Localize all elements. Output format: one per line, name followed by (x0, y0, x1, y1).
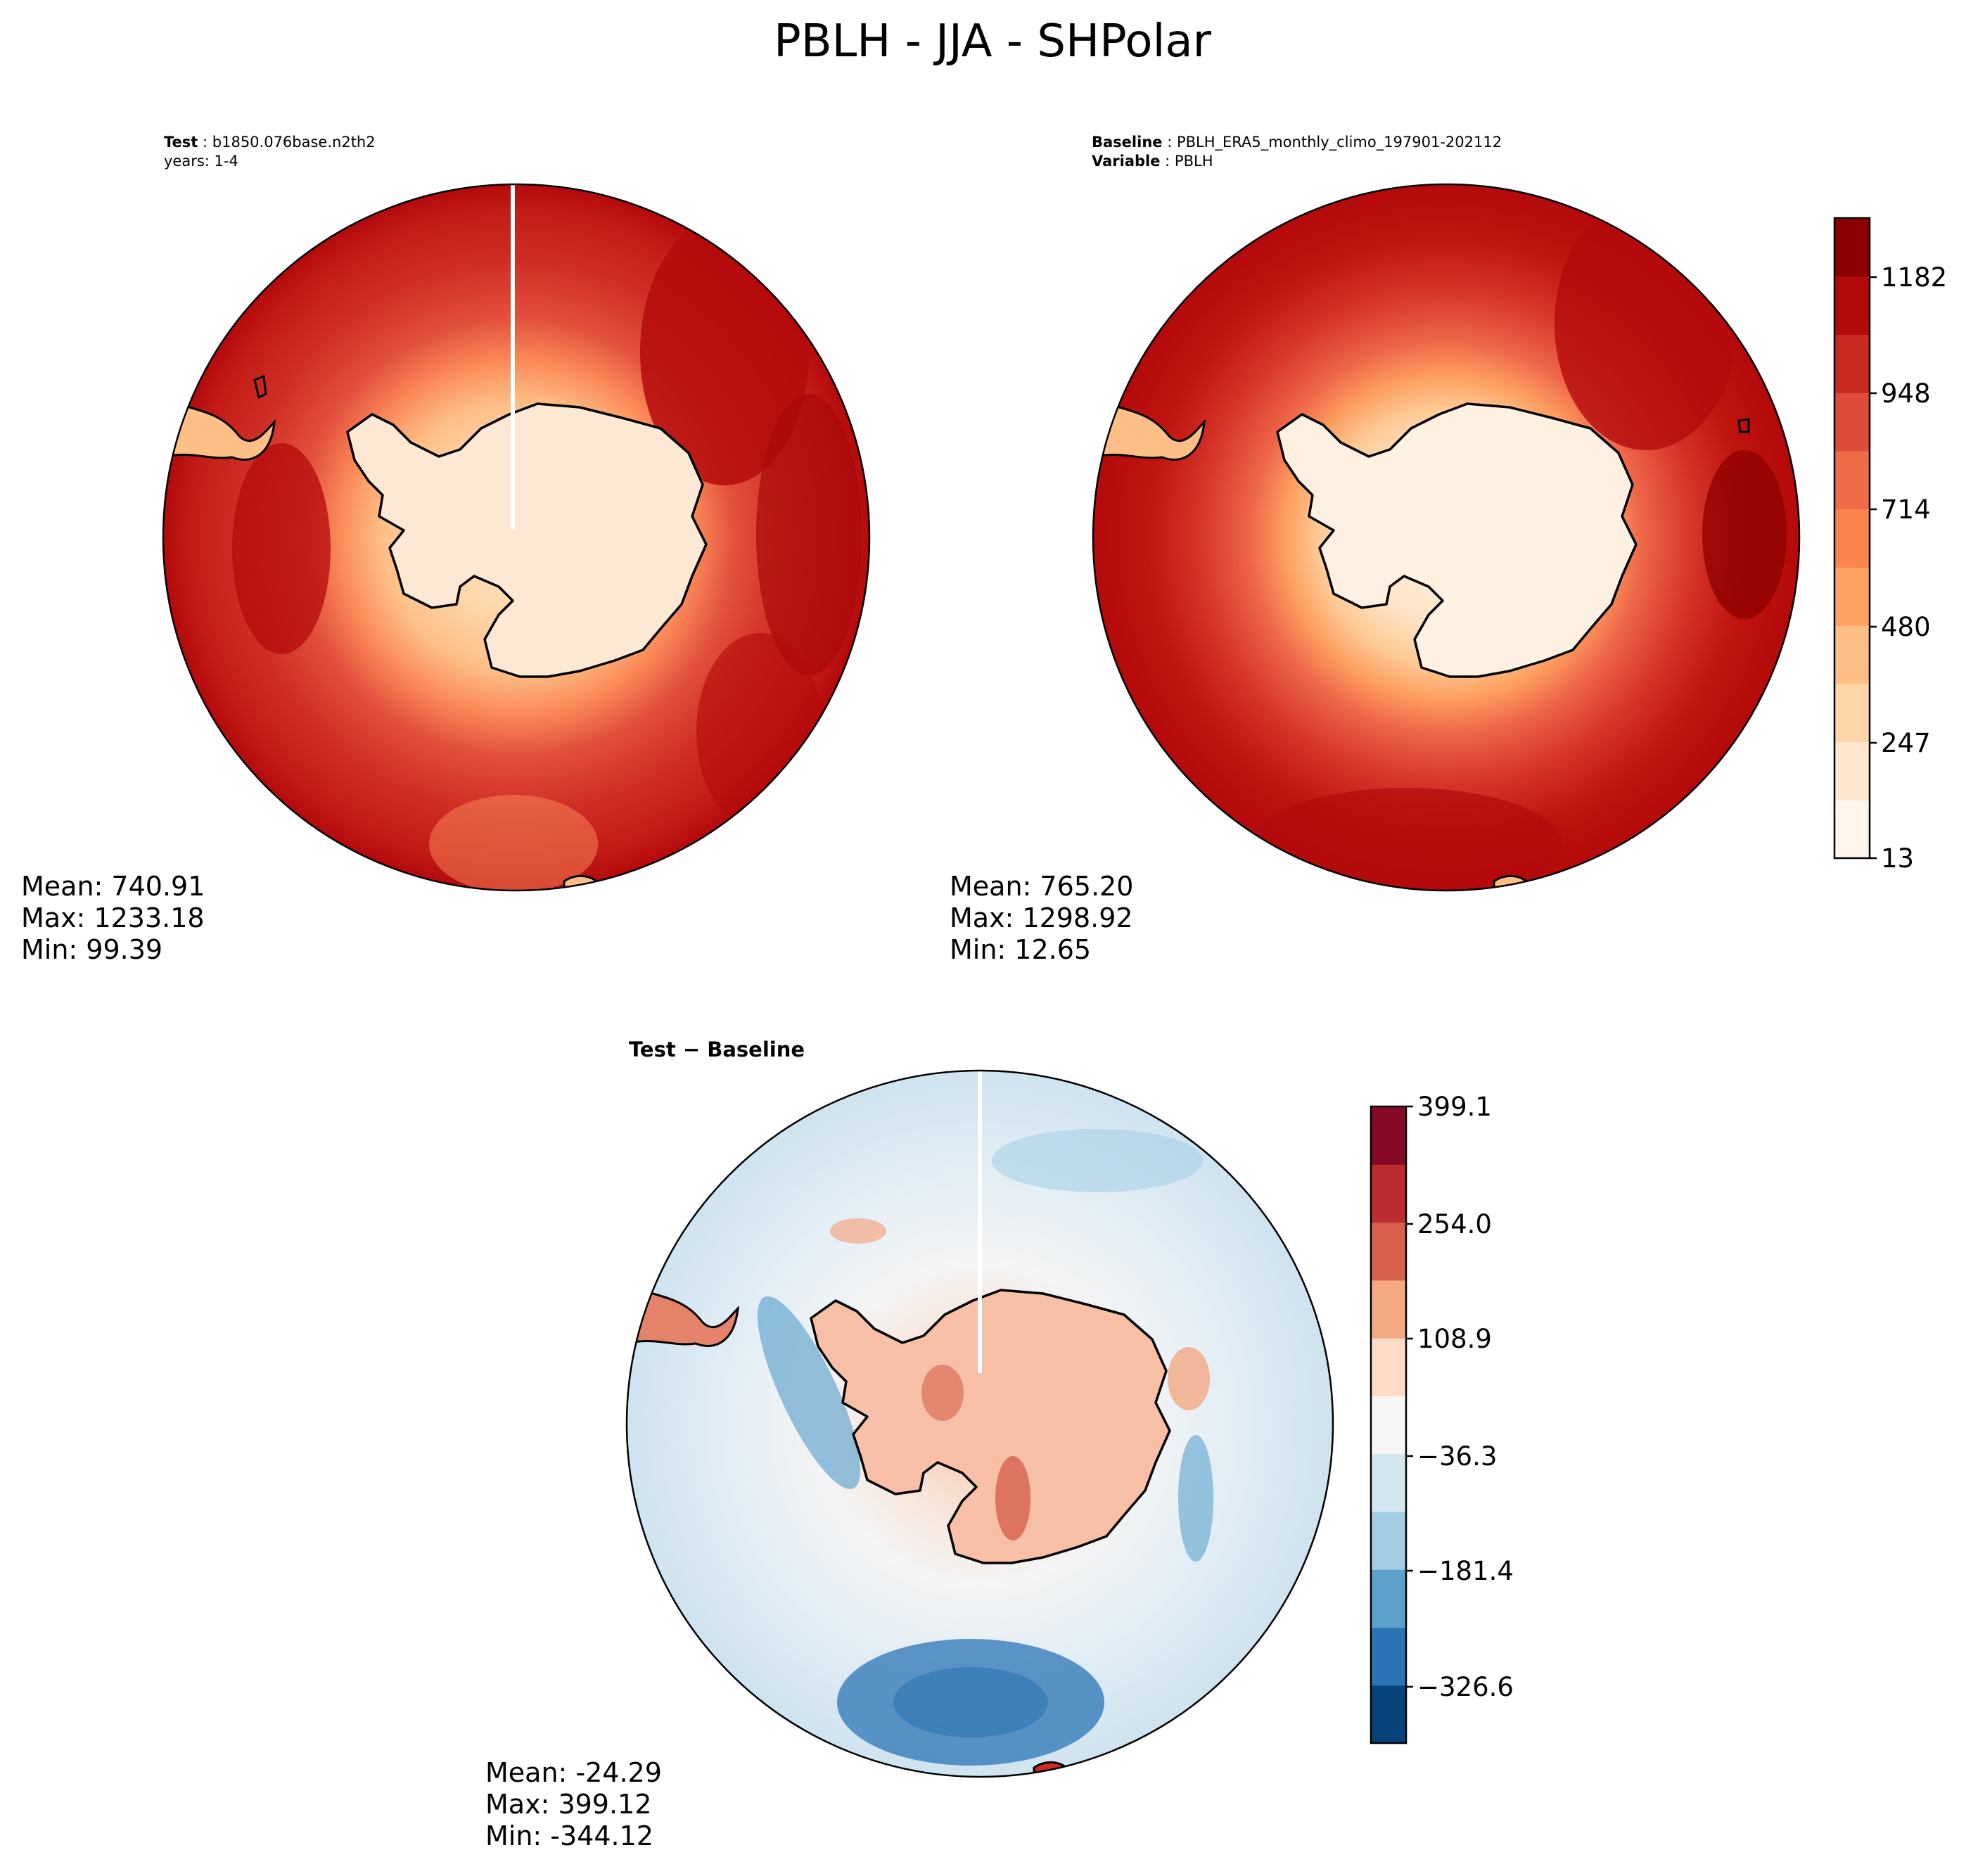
diff-colorbar-segment (1371, 1280, 1406, 1339)
diff-panel: Test − Baseline Mean: -24.29 Max: 399.12… (485, 1038, 1334, 1851)
baseline-panel-variable: Variable : PBLH (1092, 153, 1213, 170)
main-colorbar-segment (1834, 393, 1870, 452)
diff-colorbar-segment (1371, 1222, 1406, 1281)
diff-colorbar-segment (1371, 1338, 1406, 1396)
main-colorbar-tick-label: 714 (1881, 494, 1931, 525)
baseline-map (1093, 184, 1799, 891)
main-colorbar-tick-label: 480 (1881, 612, 1931, 642)
diff-stats-max: Max: 399.12 (485, 1789, 651, 1820)
diff-colorbar-tick-label: −326.6 (1417, 1672, 1514, 1702)
main-colorbar-segment (1834, 567, 1870, 626)
diff-colorbar-tick-label: −181.4 (1417, 1556, 1514, 1586)
main-colorbar-segment (1834, 625, 1870, 684)
main-colorbar: 13 247 480 714 948 1182 (1833, 217, 1947, 874)
diff-colorbar-tick-label: −36.3 (1417, 1441, 1497, 1472)
main-colorbar-segment (1834, 741, 1870, 800)
figure-title: PBLH - JJA - SHPolar (774, 15, 1211, 68)
main-colorbar-segment (1834, 218, 1870, 277)
test-stats-mean: Mean: 740.91 (21, 871, 205, 902)
diff-colorbar-segment (1371, 1627, 1406, 1686)
test-map (163, 184, 869, 891)
main-colorbar-segment (1834, 334, 1870, 393)
baseline-stats-max: Max: 1298.92 (950, 902, 1133, 933)
diff-colorbar-tick-label: 108.9 (1417, 1324, 1492, 1354)
main-colorbar-segment (1834, 800, 1870, 859)
main-colorbar-tick-label: 948 (1881, 378, 1931, 409)
diff-colorbar-segment (1371, 1453, 1406, 1512)
main-colorbar-segment (1834, 450, 1870, 510)
diff-colorbar-segment (1371, 1164, 1406, 1223)
diff-colorbar-segment (1371, 1511, 1406, 1570)
test-stats-max: Max: 1233.18 (21, 902, 205, 933)
diff-colorbar-frame (1370, 1105, 1408, 1744)
diff-colorbar-tick-label: 254.0 (1417, 1209, 1492, 1239)
test-panel-years: years: 1-4 (164, 153, 238, 170)
main-colorbar-segment (1834, 509, 1870, 568)
main-colorbar-segment (1834, 683, 1870, 743)
test-panel-label: Test : b1850.076base.n2th2 (164, 134, 376, 151)
diff-stats-mean: Mean: -24.29 (485, 1757, 662, 1788)
diff-colorbar-segment (1371, 1569, 1406, 1628)
diff-colorbar-segment (1371, 1106, 1406, 1165)
test-stats-min: Min: 99.39 (21, 934, 162, 965)
diff-stats-min: Min: -344.12 (485, 1820, 653, 1851)
diff-colorbar: −326.6 −181.4 −36.3 108.9 254.0 399.1 (1370, 1092, 1514, 1744)
main-colorbar-tick-label: 247 (1881, 728, 1931, 758)
diff-panel-title: Test − Baseline (629, 1038, 805, 1061)
main-colorbar-tick-label: 13 (1881, 843, 1914, 874)
main-colorbar-tick-label: 1182 (1881, 262, 1947, 293)
diff-map (627, 1071, 1333, 1777)
diff-colorbar-segment (1371, 1685, 1406, 1744)
baseline-stats-mean: Mean: 765.20 (950, 871, 1133, 902)
diff-colorbar-segment (1371, 1396, 1406, 1455)
diff-colorbar-tick-label: 399.1 (1417, 1092, 1492, 1122)
main-colorbar-segment (1834, 276, 1870, 336)
baseline-panel: Baseline : PBLH_ERA5_monthly_climo_19790… (950, 134, 1801, 965)
baseline-stats-min: Min: 12.65 (950, 934, 1091, 965)
baseline-panel-label: Baseline : PBLH_ERA5_monthly_climo_19790… (1092, 134, 1502, 151)
main-colorbar-frame (1833, 217, 1871, 860)
test-panel: Test : b1850.076base.n2th2 years: 1-4 Me… (21, 134, 871, 965)
